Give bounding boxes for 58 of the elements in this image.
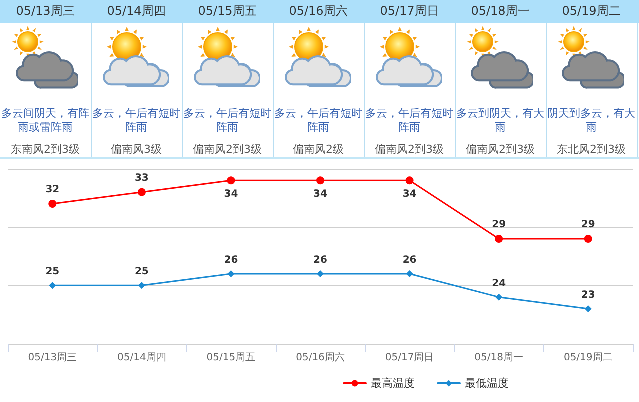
data-label: 26	[224, 255, 238, 266]
data-label: 34	[224, 189, 238, 200]
x-tick-label: 05/15周五	[206, 352, 256, 364]
point	[584, 235, 592, 243]
category-label: 05/13周三	[15, 3, 76, 20]
point	[317, 270, 324, 278]
data-label: 25	[46, 266, 60, 278]
point	[406, 270, 414, 278]
text: 东北风2到3级	[556, 143, 627, 157]
x-tick-label: 05/14周四	[118, 352, 166, 364]
legend-label: 最高温度	[371, 377, 415, 390]
text: 偏南风2到3级	[192, 143, 263, 157]
category-label: 05/14周四	[106, 3, 167, 20]
data-label: 26	[402, 255, 417, 266]
legend-label: 最低温度	[465, 377, 509, 390]
point	[316, 176, 324, 185]
data-label: 25	[134, 266, 149, 278]
data-label: 24	[492, 278, 506, 290]
text: 偏南风2到3级	[465, 143, 536, 157]
x-tick-label: 05/16周六	[296, 352, 345, 364]
text: 多云，午后有短时阵雨	[274, 107, 363, 135]
data-label: 32	[46, 184, 60, 196]
category-label: 05/15周五	[197, 3, 258, 20]
text: 多云，午后有短时阵雨	[92, 107, 181, 135]
category-label: 05/19周二	[561, 3, 622, 20]
x-tick-label: 05/17周日	[385, 352, 434, 364]
point	[228, 270, 235, 278]
data-label: 34	[402, 189, 417, 200]
category-label: 05/16周六	[288, 3, 349, 20]
text: 多云，午后有短时阵雨	[365, 107, 454, 135]
data-label: 26	[314, 255, 328, 266]
category-label: 05/17周日	[379, 3, 440, 20]
x-tick-label: 05/13周三	[28, 352, 78, 364]
text: 多云间阴天，有阵雨或雷阵雨	[1, 107, 90, 135]
point	[48, 200, 57, 208]
data-label: 34	[314, 189, 328, 200]
point	[227, 176, 236, 185]
category-label: 05/18周一	[470, 3, 531, 20]
x-tick-label: 05/19周二	[564, 352, 613, 364]
text: 阴天到多云，有大雨	[547, 107, 636, 135]
x-tick-label: 05/18周一	[474, 352, 524, 364]
point	[49, 282, 56, 290]
point	[496, 294, 503, 301]
point	[584, 306, 592, 312]
text: 偏南风2到3级	[374, 143, 445, 157]
text: 多云到阴天，有大雨	[456, 107, 545, 135]
data-label: 29	[581, 220, 596, 230]
point	[138, 282, 146, 290]
point	[406, 176, 414, 185]
data-label: 23	[581, 290, 596, 301]
point	[138, 188, 146, 196]
text: 偏南风2级	[292, 143, 345, 157]
data-label: 33	[134, 172, 149, 184]
text: 偏南风3级	[110, 143, 163, 157]
text: 东南风2到3级	[10, 143, 81, 157]
point	[495, 235, 504, 243]
text: 多云，午后有短时阵雨	[183, 107, 272, 135]
data-label: 29	[492, 220, 506, 230]
